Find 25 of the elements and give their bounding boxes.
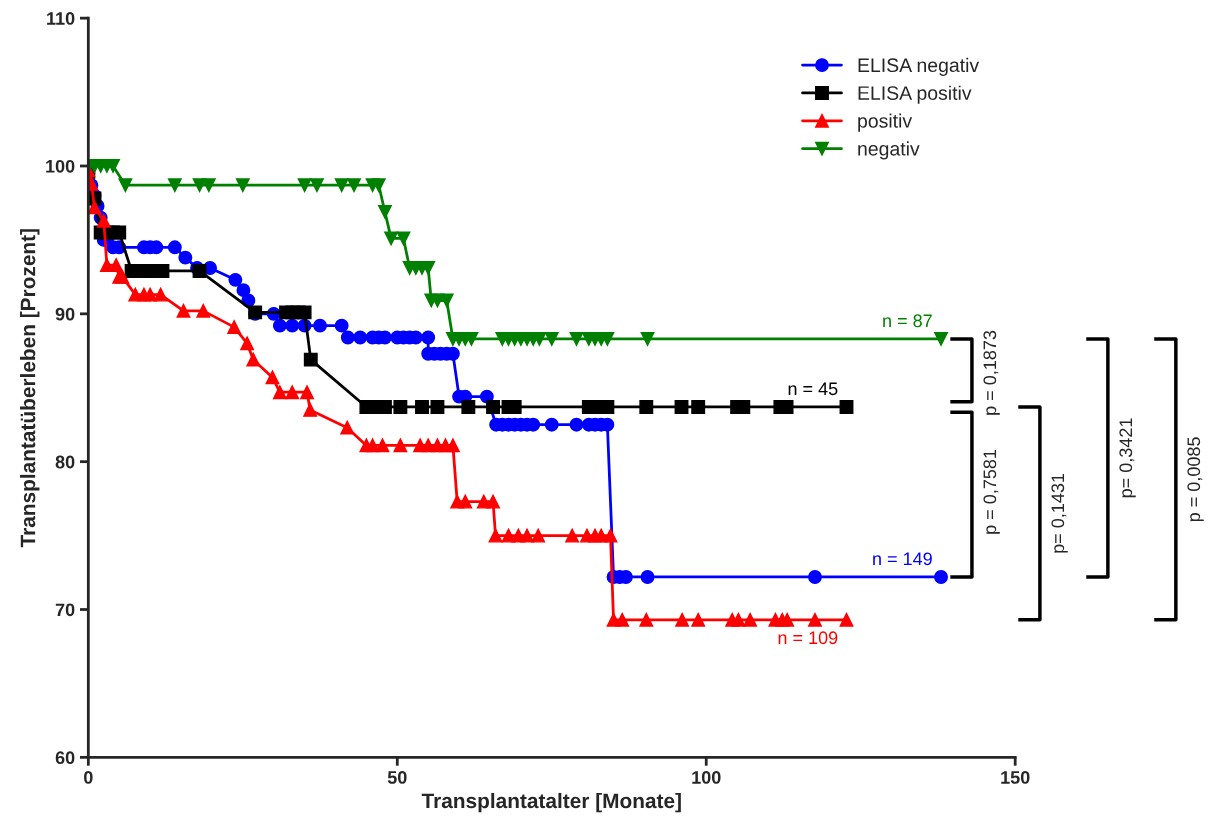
text: p= 0,1431 (1051, 473, 1068, 553)
annotation: n = 109 (778, 631, 838, 645)
x-axis-title: Transplantatalter [Monate] (421, 792, 681, 813)
y-tick-label: 80 (55, 455, 75, 469)
legend-label: negativ (858, 141, 920, 160)
x-tick-label: 0 (84, 771, 93, 784)
annotation: n = 149 (873, 552, 932, 566)
annotation: n = 45 (788, 382, 838, 396)
y-tick-label: 100 (46, 159, 75, 173)
legend-label: ELISA positiv (858, 85, 972, 104)
y-tick-label: 90 (55, 307, 75, 321)
y-axis-title: Transplantatüberleben [Prozent] (20, 229, 40, 548)
legend-label: positiv (858, 113, 913, 132)
x-tick-label: 150 (1001, 771, 1030, 784)
x-tick-label: 100 (692, 771, 721, 784)
text: p = 0,0085 (1187, 437, 1204, 522)
annotation: n = 87 (883, 314, 932, 328)
annotation: p = 0,1873 (983, 330, 1000, 415)
legend-label: ELISA negativ (858, 57, 980, 76)
x-tick-label: 50 (387, 771, 407, 784)
text: p= 0,3421 (1119, 418, 1136, 498)
y-tick-label: 60 (55, 751, 75, 765)
y-tick-label: 110 (47, 12, 75, 25)
annotation: p = 0,7581 (983, 449, 1000, 534)
y-tick-label: 70 (55, 603, 75, 617)
